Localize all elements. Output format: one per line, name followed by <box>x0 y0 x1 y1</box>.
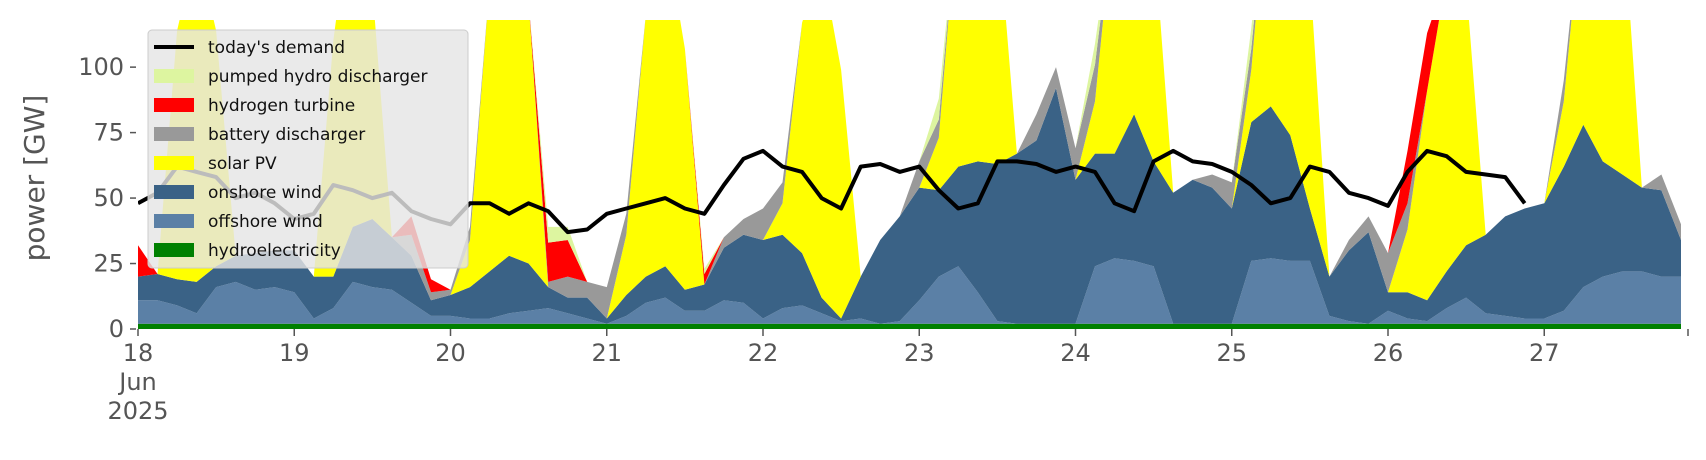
legend-label: solar PV <box>208 154 277 174</box>
x-tick-label: 27 <box>1529 339 1560 367</box>
legend-entry-pumped-hydro-discharger: pumped hydro discharger <box>154 67 427 87</box>
y-axis-label: power [GW] <box>18 95 51 262</box>
y-tick-label: 75 <box>93 119 124 147</box>
x-tick-label: 19 <box>279 339 310 367</box>
legend-entry-solar-pv: solar PV <box>154 154 277 174</box>
x-tick-label: 23 <box>904 339 935 367</box>
legend-swatch <box>154 185 194 199</box>
area-solar-pv <box>138 20 1681 319</box>
y-tick-label: 0 <box>109 315 124 343</box>
legend: today's demand pumped hydro discharger hyd… <box>147 29 469 269</box>
x-tick-label: 25 <box>1216 339 1247 367</box>
axes: power [GW] 0 25 50 75 100 18 Jun 2025 19 20 21 22 23… <box>18 53 1689 425</box>
legend-swatch <box>154 243 194 257</box>
legend-entry-today-s-demand: today's demand <box>154 38 345 58</box>
legend-entry-battery-discharger: battery discharger <box>154 125 365 145</box>
area-offshore-wind <box>138 258 1681 324</box>
x-tick-label: 24 <box>1060 339 1091 367</box>
legend-label: battery discharger <box>208 125 365 145</box>
legend-label: offshore wind <box>208 212 323 232</box>
legend-swatch <box>154 214 194 228</box>
legend-entry-onshore-wind: onshore wind <box>154 183 322 203</box>
area-series-group <box>138 20 1681 329</box>
x-tick-label: 20 <box>435 339 466 367</box>
legend-box <box>147 29 469 269</box>
legend-entry-offshore-wind: offshore wind <box>154 212 323 232</box>
legend-label: hydroelectricity <box>208 241 341 261</box>
legend-entry-hydrogen-turbine: hydrogen turbine <box>154 96 355 116</box>
legend-label: onshore wind <box>208 183 322 203</box>
y-tick-label: 100 <box>78 53 124 81</box>
legend-swatch <box>154 69 194 83</box>
x-tick-label: 22 <box>748 339 779 367</box>
legend-swatch <box>154 127 194 141</box>
legend-entry-hydroelectricity: hydroelectricity <box>154 241 341 261</box>
legend-label: today's demand <box>208 38 345 58</box>
legend-label: hydrogen turbine <box>208 96 355 116</box>
area-hydroelectricity <box>138 323 1681 329</box>
legend-swatch <box>154 156 194 170</box>
area-onshore-wind <box>138 88 1681 324</box>
legend-swatch <box>154 98 194 112</box>
x-tick-label: 26 <box>1373 339 1404 367</box>
x-tick-label: 18 Jun 2025 <box>107 339 168 425</box>
y-tick-label: 25 <box>93 250 124 278</box>
legend-label: pumped hydro discharger <box>208 67 427 87</box>
y-tick-label: 50 <box>93 184 124 212</box>
x-tick-label: 21 <box>591 339 622 367</box>
